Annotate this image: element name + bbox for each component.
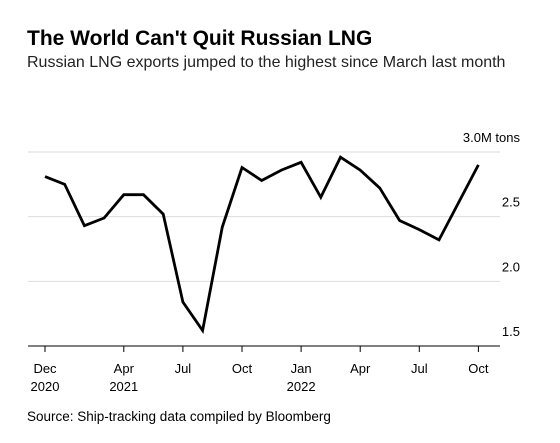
line-series (44, 155, 480, 335)
y-tick-label: 3.0M tons (463, 130, 521, 145)
x-tick-year: 2022 (287, 379, 316, 394)
x-tick-label: Oct (468, 361, 489, 376)
chart-subtitle: Russian LNG exports jumped to the highes… (27, 54, 506, 71)
x-tick-label: Oct (232, 361, 253, 376)
x-tick-label: Apr (350, 361, 371, 376)
x-tick-label: Jul (175, 361, 192, 376)
x-tick-label: Jan (291, 361, 312, 376)
x-tick-label: Jul (411, 361, 428, 376)
x-tick-year: 2021 (109, 379, 138, 394)
y-tick-label: 2.0 (502, 259, 520, 274)
y-tick-label: 1.5 (502, 324, 520, 339)
y-tick-label: 2.5 (502, 195, 520, 210)
chart-title: The World Can't Quit Russian LNG (27, 27, 372, 50)
source: Source: Ship-tracking data compiled by B… (27, 409, 331, 424)
x-tick-label: Apr (114, 361, 135, 376)
x-tick-year: 2020 (31, 379, 60, 394)
x-tick-label: Dec (33, 361, 57, 376)
subtitle-box: Russian LNG exports jumped to the highes… (27, 54, 506, 71)
